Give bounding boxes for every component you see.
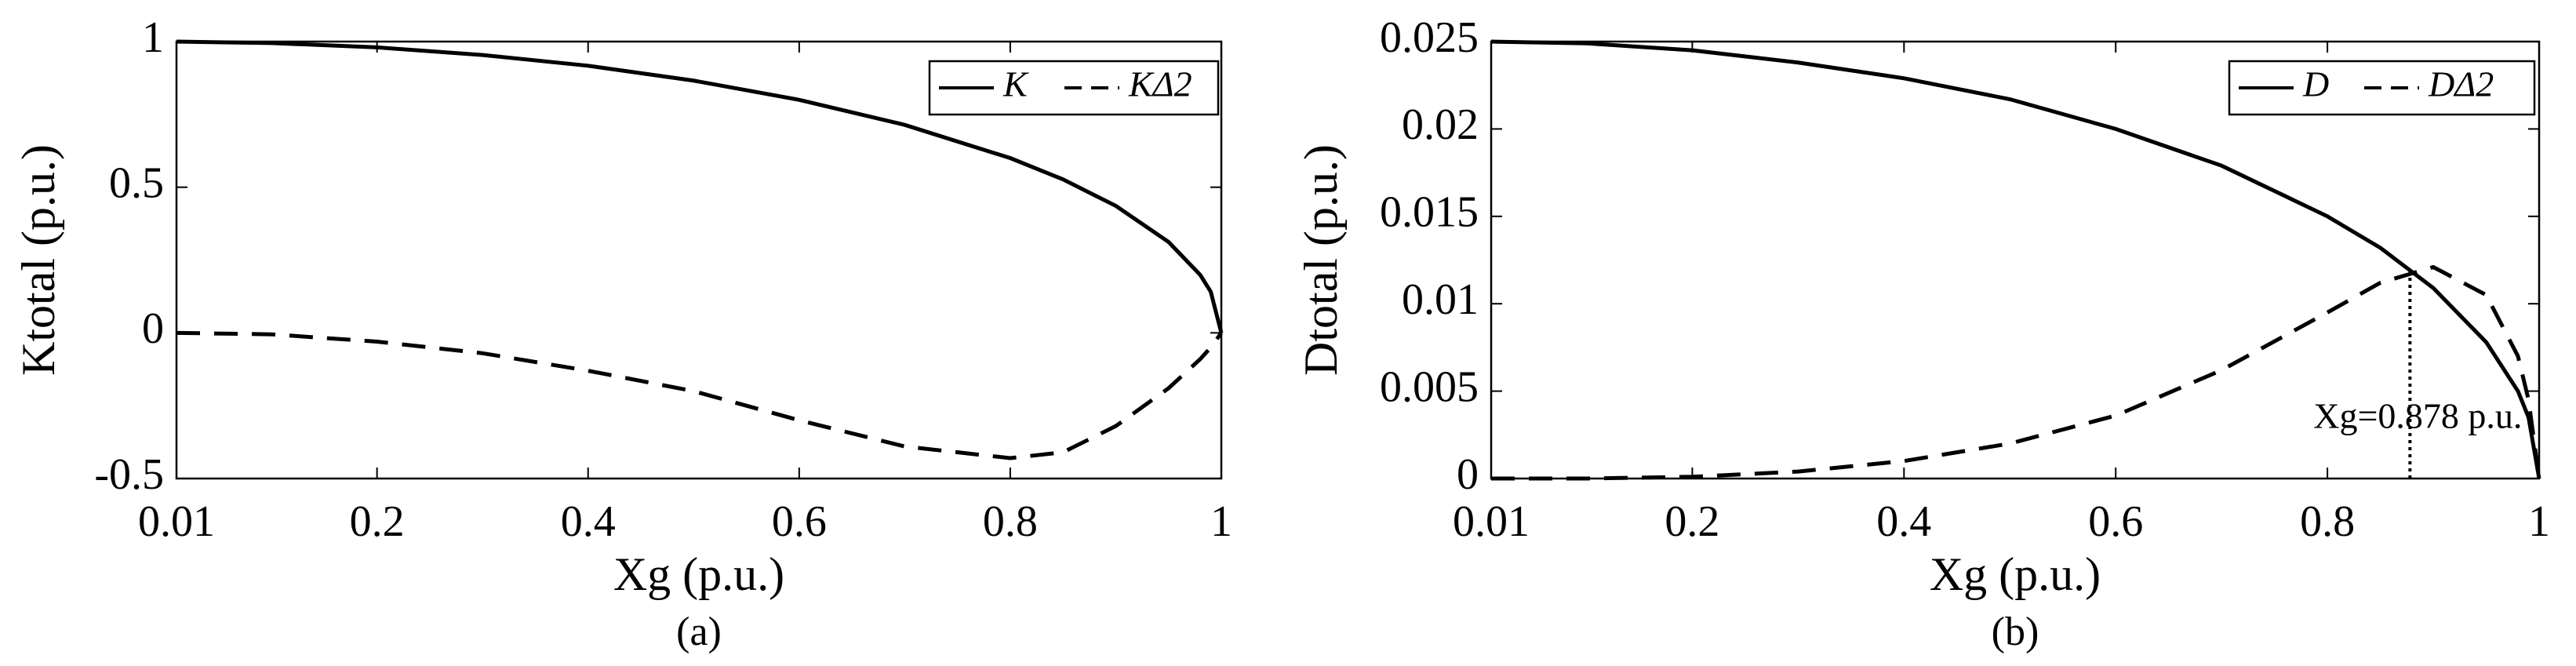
y-tick-label: 0.015 bbox=[1380, 188, 1479, 237]
y-tick-label: 0.5 bbox=[109, 159, 164, 208]
x-tick-label: 0.4 bbox=[561, 497, 616, 546]
legend-label: KΔ2 bbox=[1128, 64, 1192, 104]
y-tick-label: 0.02 bbox=[1402, 100, 1479, 149]
x-tick-label: 0.8 bbox=[2300, 497, 2355, 546]
x-tick-label: 0.8 bbox=[983, 497, 1038, 546]
y-axis-label: Ktotal (p.u.) bbox=[13, 144, 64, 376]
series-line bbox=[176, 330, 1224, 460]
x-axis-label: Xg (p.u.) bbox=[613, 548, 784, 600]
legend-label: K bbox=[1002, 64, 1029, 104]
x-tick-label: 0.01 bbox=[1453, 497, 1530, 546]
series-line bbox=[1490, 39, 2541, 479]
x-tick-label: 1 bbox=[1210, 497, 1232, 546]
plot-frame bbox=[175, 40, 1223, 480]
legend-label: D bbox=[2302, 64, 2329, 104]
y-tick-label: 1 bbox=[142, 13, 164, 62]
caption: (b) bbox=[1992, 610, 2039, 654]
y-tick-label: 0.025 bbox=[1380, 13, 1479, 62]
x-tick-label: 0.4 bbox=[1876, 497, 1931, 546]
caption: (a) bbox=[676, 610, 722, 654]
x-tick-label: 0.01 bbox=[138, 497, 215, 546]
x-axis-label: Xg (p.u.) bbox=[1930, 548, 2101, 600]
y-tick-label: 0 bbox=[1457, 450, 1479, 499]
plot-frame bbox=[1490, 40, 2541, 480]
x-tick-label: 0.2 bbox=[350, 497, 405, 546]
x-tick-label: 0.6 bbox=[2088, 497, 2143, 546]
annotation-text: Xg=0.878 p.u. bbox=[2313, 396, 2522, 436]
y-tick-label: -0.5 bbox=[94, 450, 164, 499]
y-tick-label: 0.01 bbox=[1402, 275, 1479, 324]
legend-label: DΔ2 bbox=[2428, 64, 2494, 104]
x-tick-label: 1 bbox=[2528, 497, 2550, 546]
series-line bbox=[176, 39, 1224, 333]
legend-box bbox=[2228, 60, 2536, 116]
y-tick-label: 0 bbox=[142, 304, 164, 353]
series-line bbox=[1491, 264, 2541, 481]
y-tick-label: 0.005 bbox=[1380, 362, 1479, 411]
x-tick-label: 0.2 bbox=[1665, 497, 1719, 546]
x-tick-label: 0.6 bbox=[772, 497, 827, 546]
y-axis-label: Dtotal (p.u.) bbox=[1295, 144, 1347, 376]
